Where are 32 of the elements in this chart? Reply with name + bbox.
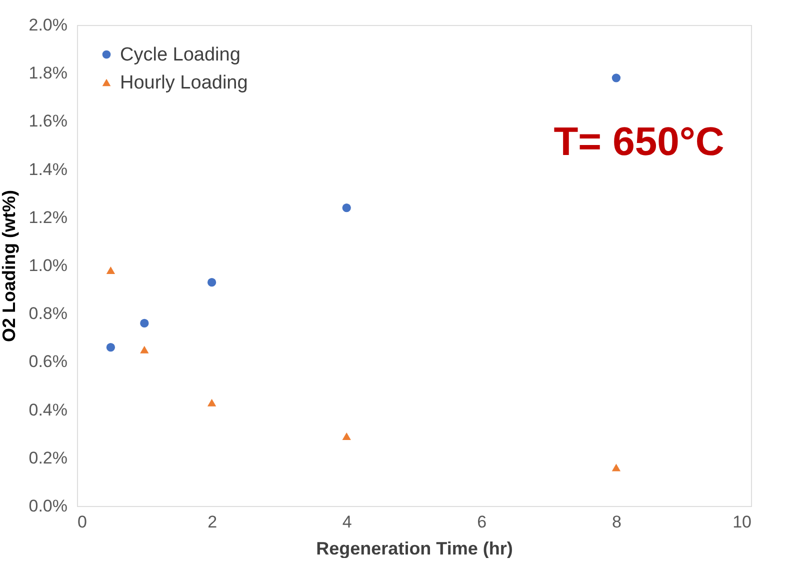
annotation: T= 650°C xyxy=(554,120,724,164)
point xyxy=(140,318,149,328)
x-tick-label: 2 xyxy=(208,512,218,532)
y-tick-label: 1.2% xyxy=(28,208,68,227)
point xyxy=(106,342,116,352)
point xyxy=(140,346,149,354)
y-tick-label: 1.8% xyxy=(28,64,68,83)
point xyxy=(106,266,116,274)
x-tick-label: 4 xyxy=(342,512,352,532)
x-axis-title: Regeneration Time (hr) xyxy=(316,538,513,558)
y-tick-label: 0.6% xyxy=(28,352,68,372)
x-tick-label: 0 xyxy=(78,512,87,532)
x-tick-label: 10 xyxy=(732,512,752,532)
y-tick-label: 2.0% xyxy=(28,16,68,34)
y-tick-label: 0.0% xyxy=(28,496,68,516)
point xyxy=(342,432,351,440)
point xyxy=(342,203,351,212)
y-tick-label: 0.2% xyxy=(28,448,68,468)
point xyxy=(612,464,621,472)
point xyxy=(612,74,621,82)
y-tick-label: 1.4% xyxy=(28,160,68,179)
y-tick-label: 1.0% xyxy=(28,256,68,275)
x-tick-label: 6 xyxy=(477,512,487,532)
y-axis-title: O2 Loading (wt%) xyxy=(0,190,19,342)
legend-label: Hourly Loading xyxy=(120,72,248,94)
point xyxy=(207,398,216,406)
y-tick-label: 0.4% xyxy=(28,400,68,420)
x-tick-label: 8 xyxy=(612,512,622,532)
y-tick-label: 0.8% xyxy=(28,304,68,324)
point xyxy=(207,278,216,287)
legend-label: Cycle Loading xyxy=(120,44,240,66)
y-tick-label: 1.6% xyxy=(28,112,68,131)
